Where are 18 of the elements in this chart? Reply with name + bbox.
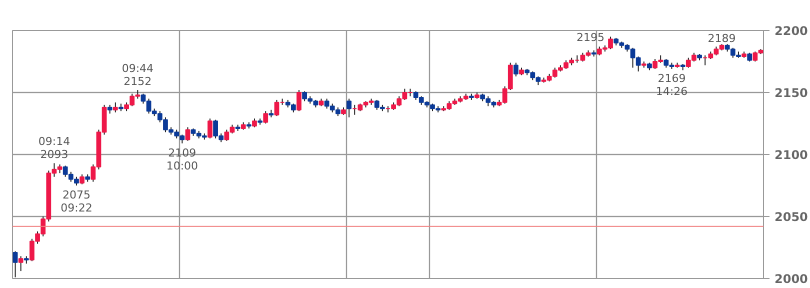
annotation: 2189 [708, 32, 736, 46]
annotation: 2075 09:22 [60, 188, 92, 214]
candlestick [296, 90, 302, 112]
candlestick [263, 110, 268, 124]
candlestick [12, 250, 18, 278]
candlestick [112, 102, 118, 113]
y-tick-label: 2050 [774, 210, 808, 224]
y-tick-label: 2150 [774, 86, 808, 100]
candlestick [80, 174, 84, 185]
candlestick [346, 98, 352, 118]
candlestick [185, 126, 190, 142]
y-tick-label: 2200 [774, 24, 808, 38]
y-tick-label: 2000 [774, 272, 808, 286]
candlestick [18, 256, 24, 272]
annotation: 09:44 2152 [122, 62, 154, 88]
candlestick [514, 62, 518, 77]
y-tick-label: 2100 [774, 148, 808, 162]
candlestick [208, 118, 212, 139]
